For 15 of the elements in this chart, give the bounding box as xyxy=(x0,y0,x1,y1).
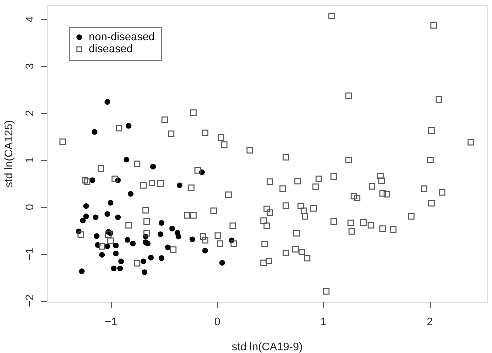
y-tick-label: −1 xyxy=(24,248,36,260)
y-tick-label: 2 xyxy=(24,110,36,116)
y-tick-label: 3 xyxy=(24,63,36,70)
y-tick-label: 1 xyxy=(24,157,36,164)
x-tick-label: 0 xyxy=(214,316,221,328)
x-tick-label: −1 xyxy=(104,316,118,328)
x-tick-label: 2 xyxy=(427,316,434,328)
x-tick-label: 1 xyxy=(320,316,327,328)
x-axis-title: std ln(CA19-9) xyxy=(232,342,303,353)
legend-label: non-diseased xyxy=(89,32,156,44)
y-tick-label: 0 xyxy=(24,204,36,210)
legend-label: diseased xyxy=(89,44,134,56)
y-axis-title: std ln(CA125) xyxy=(4,120,16,188)
y-tick-label: 4 xyxy=(24,16,36,23)
y-tick-label: −2 xyxy=(24,294,36,308)
